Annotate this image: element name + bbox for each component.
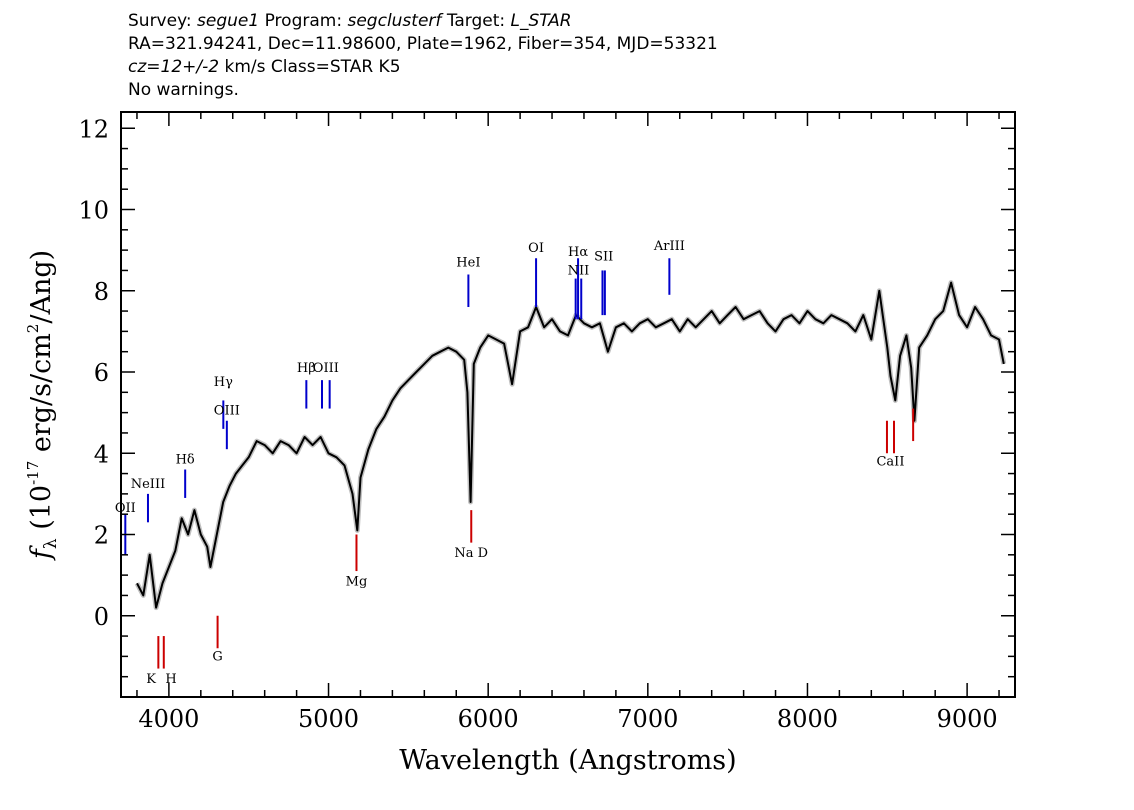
absorption-line-label: H	[165, 672, 176, 687]
redshift-value: cz=12+/-2	[128, 57, 220, 77]
header-line-1: Survey: segue1 Program: segclusterf Targ…	[128, 10, 718, 33]
y-axis-title-exp2: 2	[24, 324, 42, 334]
emission-line-label: HeI	[456, 255, 480, 270]
emission-line-label: Hα	[568, 245, 588, 260]
y-tick-label: 6	[94, 359, 109, 387]
y-tick-label: 4	[94, 440, 109, 468]
flux-series-line	[136, 281, 1005, 609]
y-tick-label: 12	[78, 115, 109, 143]
x-tick-label: 8000	[777, 705, 838, 733]
emission-line-label: Hδ	[176, 452, 195, 467]
absorption-line-label: Mg	[346, 574, 368, 589]
y-tick-label: 2	[94, 522, 109, 550]
y-axis: 0 2 4 6 8 10 12	[78, 115, 1015, 678]
plot-area	[134, 280, 1007, 611]
y-axis-title-sub: λ	[41, 538, 61, 549]
absorption-line-label: CaII	[876, 454, 904, 469]
y-axis-title-close: /Ang)	[26, 250, 57, 324]
program-label: Program:	[264, 11, 343, 31]
survey-label: Survey:	[128, 11, 192, 31]
x-tick-label: 9000	[937, 705, 998, 733]
target-value: L_STAR	[510, 11, 572, 31]
program-value: segclusterf	[347, 11, 442, 31]
absorption-line-label: G	[212, 649, 222, 664]
emission-line-label: OI	[528, 241, 544, 256]
emission-line-label: OIII	[214, 404, 240, 419]
x-tick-label: 7000	[617, 705, 678, 733]
target-label: Target:	[446, 11, 506, 31]
x-axis-title: Wavelength (Angstroms)	[399, 745, 736, 776]
header-line-4: No warnings.	[128, 80, 239, 100]
x-tick-label: 4000	[138, 705, 199, 733]
x-tick-label: 6000	[458, 705, 519, 733]
x-axis: 4000 5000 6000 7000 8000 9000	[136, 112, 1000, 733]
plot-frame	[120, 111, 1016, 698]
spectrum-header: Survey: segue1 Program: segclusterf Targ…	[128, 10, 718, 102]
emission-line-label: SII	[594, 249, 613, 264]
survey-value: segue1	[197, 11, 260, 31]
class-text: km/s Class=STAR K5	[219, 57, 401, 77]
emission-line-label: ArIII	[653, 239, 685, 254]
header-line-2: RA=321.94241, Dec=11.98600, Plate=1962, …	[128, 34, 718, 54]
header-line-3: cz=12+/-2 km/s Class=STAR K5	[128, 56, 718, 79]
y-tick-label: 10	[78, 197, 109, 225]
y-axis-title: fλ (10-17 erg/s/cm2/Ang)	[24, 250, 61, 561]
x-tick-label: 5000	[298, 705, 359, 733]
emission-line-label: Hγ	[214, 375, 233, 390]
emission-line-label: NeIII	[131, 477, 165, 492]
y-axis-title-exp1: -17	[24, 461, 42, 485]
emission-line-label: Hβ	[297, 361, 316, 376]
emission-line-label: NII	[568, 264, 590, 279]
y-axis-title-mid: erg/s/cm	[26, 333, 57, 461]
y-axis-title-open: (10	[26, 485, 57, 538]
emission-line-label: OIII	[313, 361, 339, 376]
y-tick-label: 0	[94, 603, 109, 631]
absorption-line-label: K	[146, 672, 156, 687]
absorption-line-label: Na D	[454, 546, 488, 561]
y-tick-label: 8	[94, 278, 109, 306]
